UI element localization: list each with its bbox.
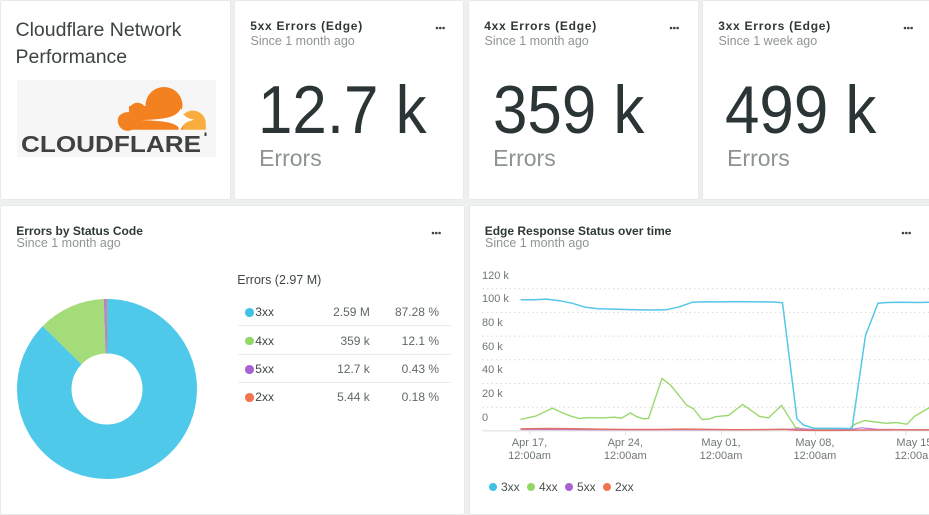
svg-text:CLOUDFLARE: CLOUDFLARE <box>21 131 201 157</box>
